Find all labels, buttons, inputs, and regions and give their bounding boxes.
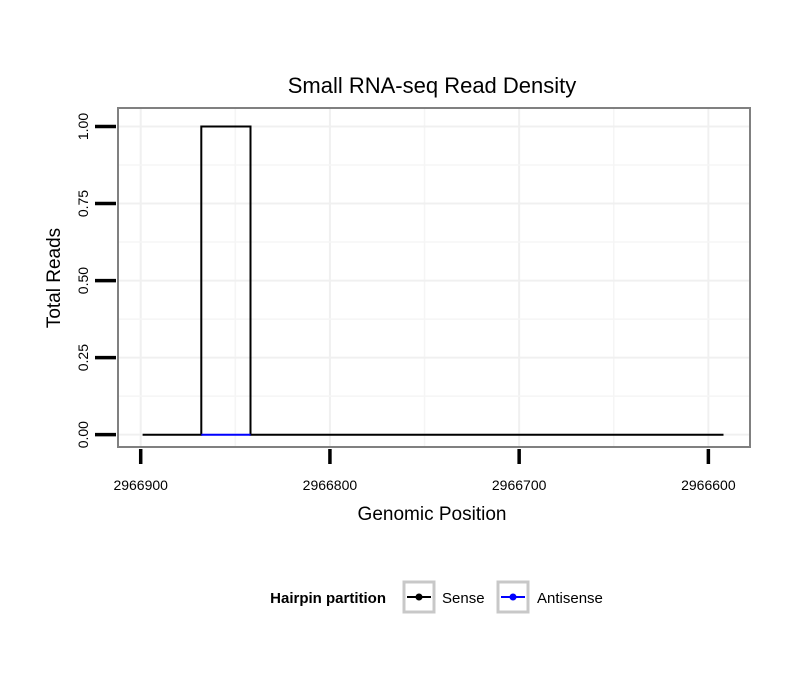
series-line-sense	[142, 125, 724, 436]
y-tick-label: 1.00	[75, 113, 91, 140]
x-tick-label: 2966900	[113, 477, 168, 493]
y-tick-label: 0.75	[75, 190, 91, 217]
x-axis-title: Genomic Position	[358, 504, 507, 525]
chart-title: Small RNA-seq Read Density	[288, 73, 577, 98]
y-tick-label: 0.00	[75, 421, 91, 448]
y-tick-label: 0.50	[75, 267, 91, 294]
x-axis: 2966900 2966800 2966700 2966600	[113, 449, 736, 493]
legend-entry-antisense: Antisense	[496, 580, 603, 614]
legend-point-antisense	[509, 593, 517, 601]
series-layer	[142, 125, 724, 436]
legend-entry-sense: Sense	[402, 580, 485, 614]
legend-label-sense: Sense	[442, 590, 485, 607]
x-tick-label: 2966800	[303, 477, 358, 493]
y-axis-title: Total Reads	[44, 228, 65, 328]
legend-title: Hairpin partition	[270, 590, 386, 607]
legend-label-antisense: Antisense	[537, 590, 603, 607]
x-tick-label: 2966700	[492, 477, 547, 493]
y-axis: 0.00 0.25 0.50 0.75 1.00	[75, 113, 116, 448]
y-tick-label: 0.25	[75, 344, 91, 371]
grid-lines	[119, 109, 749, 446]
legend-point-sense	[415, 593, 423, 601]
x-tick-label: 2966600	[681, 477, 736, 493]
legend: Hairpin partition Sense Antisense	[270, 580, 603, 614]
